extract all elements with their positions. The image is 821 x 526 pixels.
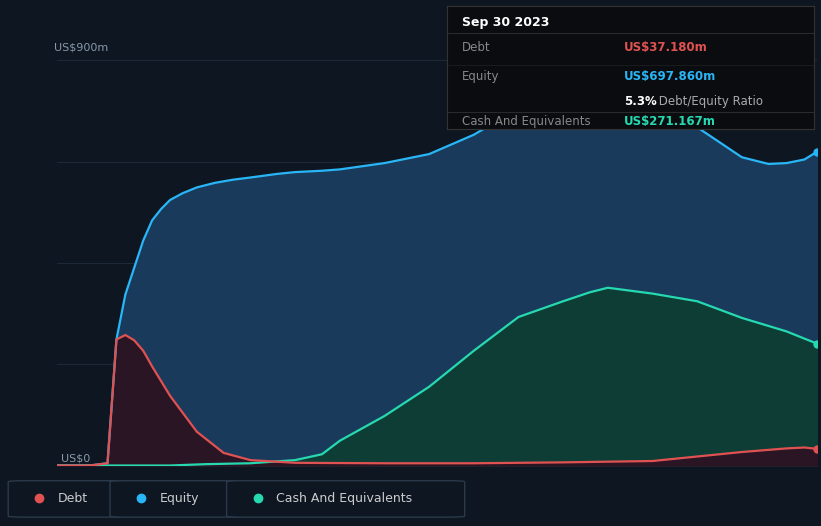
Text: Debt: Debt xyxy=(462,41,491,54)
Text: 5.3%: 5.3% xyxy=(624,95,656,107)
Text: Equity: Equity xyxy=(159,492,199,505)
Text: Cash And Equivalents: Cash And Equivalents xyxy=(276,492,412,505)
Text: US$271.167m: US$271.167m xyxy=(624,115,715,128)
FancyBboxPatch shape xyxy=(8,481,128,517)
Text: Debt/Equity Ratio: Debt/Equity Ratio xyxy=(655,95,763,107)
Text: Cash And Equivalents: Cash And Equivalents xyxy=(462,115,591,128)
Text: Debt: Debt xyxy=(57,492,88,505)
Text: Sep 30 2023: Sep 30 2023 xyxy=(462,16,549,29)
Text: US$37.180m: US$37.180m xyxy=(624,41,708,54)
Text: Equity: Equity xyxy=(462,70,500,83)
Text: US$0: US$0 xyxy=(62,453,90,463)
FancyBboxPatch shape xyxy=(110,481,245,517)
Text: US$900m: US$900m xyxy=(53,43,108,53)
Text: US$697.860m: US$697.860m xyxy=(624,70,716,83)
FancyBboxPatch shape xyxy=(227,481,465,517)
